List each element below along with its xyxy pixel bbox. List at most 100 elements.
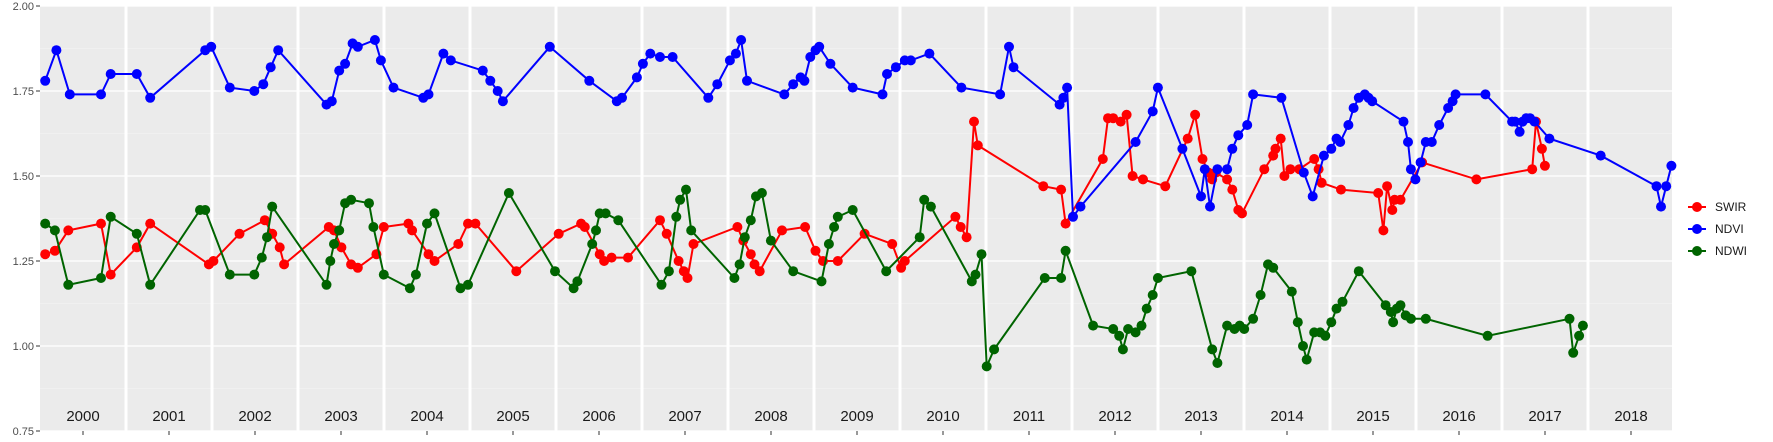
legend-key-point [1692,246,1702,256]
data-point [224,269,235,280]
data-point [600,208,611,219]
year-label: 2001 [152,408,185,425]
data-point [788,79,799,90]
data-point [423,249,434,260]
data-point [655,215,665,226]
data-point [423,89,434,100]
data-point [1138,174,1148,185]
data-point [754,266,765,277]
data-point [1212,358,1223,368]
year-label: 2002 [238,408,271,425]
data-point [972,140,983,151]
data-point [572,276,583,287]
data-point [1039,273,1050,283]
data-point [1298,167,1309,178]
data-point [1068,211,1078,222]
data-point [1060,245,1071,256]
data-point [145,92,156,103]
data-point [131,69,142,79]
data-point [1276,92,1287,103]
year-label: 2013 [1184,408,1217,425]
data-point [1450,89,1461,100]
data-point [970,269,981,280]
data-point [1285,164,1296,175]
data-point [745,249,756,260]
legend-label: NDWI [1715,244,1747,258]
year-label: 2010 [926,408,959,425]
y-tick-label: 1.00 [13,341,34,353]
data-point [407,225,418,236]
legend-item-swir: SWIR [1688,200,1747,214]
data-point [455,283,466,294]
data-point [1292,317,1303,328]
data-point [1182,133,1193,144]
data-point [682,273,693,283]
data-point [1316,177,1327,188]
data-point [511,266,522,277]
year-label: 2004 [410,408,443,425]
data-point [325,256,336,266]
data-point [882,69,892,79]
data-point [334,225,345,236]
data-point [584,75,595,86]
data-point [463,279,473,290]
data-point [1196,191,1206,202]
data-point [1237,208,1247,219]
data-point [258,79,269,90]
year-label: 2016 [1442,408,1475,425]
data-point [1536,143,1547,154]
data-point [617,92,627,103]
data-point [131,228,142,239]
data-point [63,279,74,290]
year-label: 2012 [1098,408,1131,425]
data-point [388,82,399,93]
data-point [887,239,898,249]
year-labels: 2000 2001 2002 2003 2004 2005 2006 2007 2008 2009… [66,408,1647,425]
data-point [553,228,564,239]
data-point [667,52,678,62]
data-point [1348,103,1359,113]
data-point [1130,137,1141,147]
data-point [477,65,488,76]
year-label: 2000 [66,408,99,425]
data-point [145,218,156,229]
data-point [765,235,776,246]
data-point [1136,320,1147,331]
data-point [1115,116,1126,127]
data-point [321,279,332,290]
data-point [976,249,987,260]
year-label: 2009 [840,408,873,425]
data-point [645,48,656,59]
data-point [497,96,508,107]
data-point [756,188,767,198]
data-point [1574,330,1585,341]
data-point [1152,273,1163,283]
data-point [1405,313,1416,324]
data-point [1062,82,1073,93]
data-point [279,259,290,270]
data-point [1242,120,1253,130]
data-point [1239,324,1250,334]
data-point [1367,96,1378,107]
data-point [591,225,601,236]
data-point [1510,116,1521,127]
data-point [613,215,624,226]
data-point [1666,160,1677,171]
data-point [950,211,961,222]
data-point [749,259,760,270]
data-point [105,69,116,79]
data-point [599,256,610,266]
data-point [1117,344,1128,355]
data-point [40,249,51,260]
data-point [989,344,1000,355]
data-point [805,52,816,62]
data-point [378,222,389,232]
data-point [1471,174,1482,185]
data-point [1309,154,1320,164]
year-label: 2003 [324,408,357,425]
data-point [1233,130,1244,141]
data-point [1403,137,1413,147]
data-point [1177,143,1188,154]
data-point [550,266,560,277]
year-label: 2011 [1013,408,1045,425]
